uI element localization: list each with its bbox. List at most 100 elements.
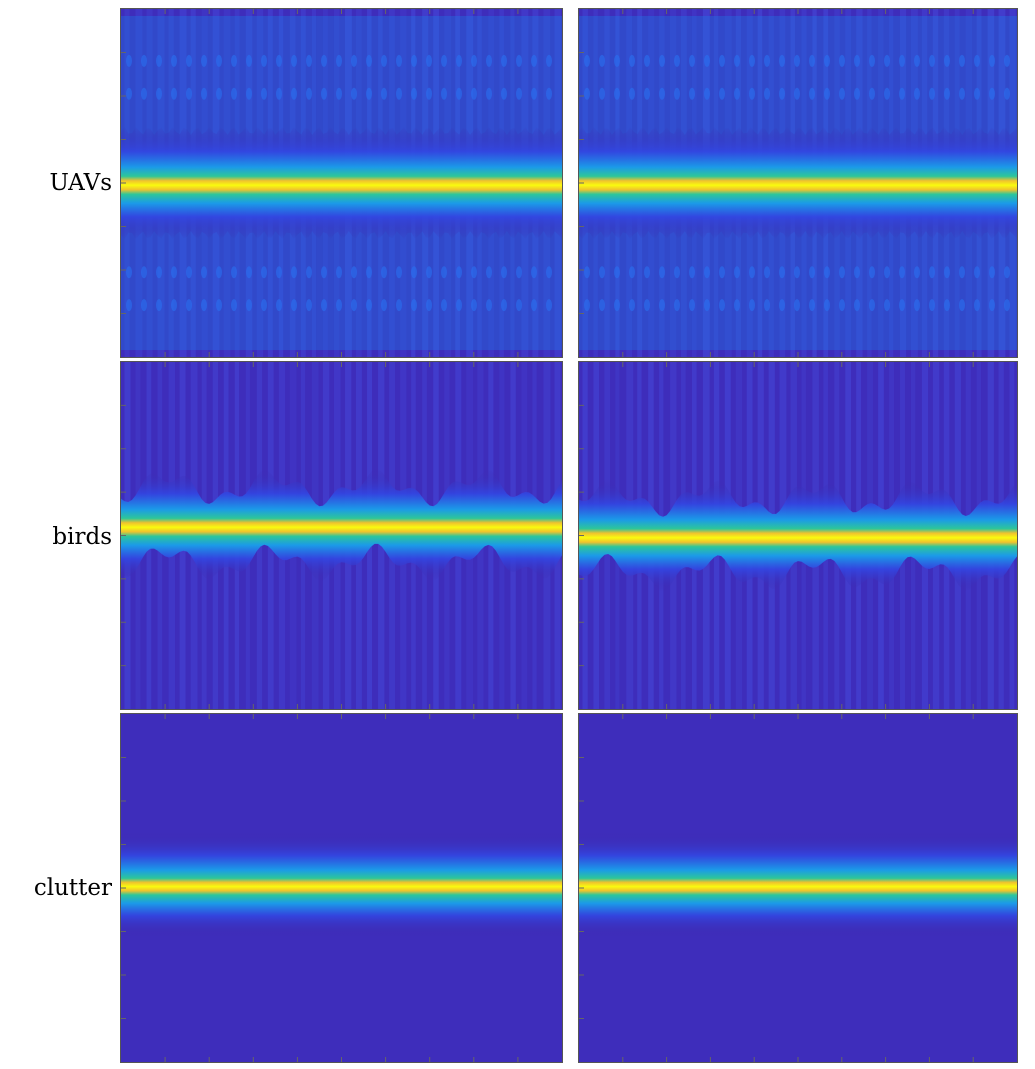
heatmap-sideband-dot: [1004, 299, 1010, 312]
heatmap-sideband-dot: [854, 54, 860, 67]
heatmap-sideband-dot: [351, 87, 357, 100]
heatmap-sideband-dot: [456, 87, 462, 100]
heatmap-sideband-dot: [959, 266, 965, 279]
heatmap-sideband-dot: [644, 87, 650, 100]
heatmap-sideband-dot: [599, 266, 605, 279]
heatmap-sideband-dot: [869, 54, 875, 67]
heatmap-sideband-dot: [321, 299, 327, 312]
heatmap-sideband-dot: [171, 87, 177, 100]
heatmap-sideband-dot: [156, 54, 162, 67]
heatmap-sideband-dot: [974, 87, 980, 100]
heatmap-sideband-dot: [171, 299, 177, 312]
heatmap-sideband-dot: [186, 54, 192, 67]
heatmap-sideband-dot: [899, 87, 905, 100]
heatmap-sideband-dot: [381, 87, 387, 100]
heatmap-sideband-dot: [336, 87, 342, 100]
heatmap-sideband-dot: [291, 87, 297, 100]
heatmap-sideband-dot: [719, 87, 725, 100]
heatmap-sideband-dot: [929, 266, 935, 279]
spectrogram-birds-2: [578, 361, 1018, 710]
heatmap-sideband-dot: [201, 87, 207, 100]
heatmap-sideband-dot: [659, 87, 665, 100]
heatmap-sideband-dot: [291, 266, 297, 279]
heatmap-sideband-dot: [171, 54, 177, 67]
heatmap-sideband-dot: [546, 87, 552, 100]
heatmap-sideband-dot: [929, 299, 935, 312]
heatmap-sideband-dot: [794, 54, 800, 67]
heatmap-sideband-dot: [351, 266, 357, 279]
heatmap-sideband-dot: [629, 266, 635, 279]
heatmap-sideband-dot: [501, 87, 507, 100]
heatmap-sideband-dot: [734, 299, 740, 312]
heatmap-sideband-dot: [989, 266, 995, 279]
heatmap-sideband-dot: [689, 266, 695, 279]
heatmap-sideband-dot: [584, 266, 590, 279]
heatmap-sideband-dot: [471, 299, 477, 312]
heatmap-sideband-dot: [899, 299, 905, 312]
heatmap-sideband-dot: [141, 54, 147, 67]
heatmap-sideband-dot: [629, 54, 635, 67]
heatmap-sideband-dot: [186, 299, 192, 312]
heatmap-sideband-dot: [749, 266, 755, 279]
heatmap-sideband-dot: [1004, 87, 1010, 100]
heatmap-sideband-dot: [486, 266, 492, 279]
heatmap-sideband-dot: [704, 87, 710, 100]
heatmap-sideband-dot: [471, 266, 477, 279]
heatmap-sideband-dot: [291, 54, 297, 67]
heatmap-sideband-dot: [231, 87, 237, 100]
heatmap-sideband-dot: [276, 54, 282, 67]
heatmap-sideband-dot: [321, 266, 327, 279]
heatmap-sideband-dot: [321, 87, 327, 100]
heatmap-sideband-dot: [216, 266, 222, 279]
heatmap-sideband-dot: [351, 299, 357, 312]
heatmap-sideband-dot: [336, 299, 342, 312]
heatmap-sideband-dot: [396, 87, 402, 100]
heatmap-sideband-dot: [381, 266, 387, 279]
heatmap-sideband-dot: [276, 266, 282, 279]
heatmap-sideband-dot: [516, 266, 522, 279]
heatmap-sideband-dot: [914, 299, 920, 312]
heatmap-sideband-dot: [201, 54, 207, 67]
heatmap-sideband-dot: [426, 266, 432, 279]
heatmap-sideband-dot: [704, 266, 710, 279]
heatmap-sideband-dot: [929, 54, 935, 67]
heatmap-sideband-dot: [824, 266, 830, 279]
heatmap-sideband-dot: [794, 266, 800, 279]
heatmap-sideband-dot: [629, 299, 635, 312]
row-label-clutter: clutter: [33, 875, 112, 901]
heatmap-sideband-dot: [156, 266, 162, 279]
heatmap-sideband-dot: [261, 299, 267, 312]
heatmap-sideband-dot: [959, 54, 965, 67]
heatmap-sideband-dot: [201, 266, 207, 279]
heatmap-sideband-dot: [366, 54, 372, 67]
spectrogram-birds-1: [120, 361, 563, 710]
heatmap-sideband-dot: [1004, 54, 1010, 67]
heatmap-sideband-dot: [306, 87, 312, 100]
heatmap-sideband-dot: [261, 266, 267, 279]
heatmap-sideband-dot: [501, 299, 507, 312]
heatmap-sideband-dot: [584, 299, 590, 312]
heatmap-sideband-dot: [614, 87, 620, 100]
heatmap-sideband-dot: [291, 299, 297, 312]
heatmap-sideband-dot: [614, 54, 620, 67]
heatmap-sideband-dot: [794, 299, 800, 312]
heatmap-signal-band: [579, 126, 1017, 240]
heatmap-sideband-dot: [531, 87, 537, 100]
heatmap-sideband-dot: [659, 54, 665, 67]
heatmap-sideband-dot: [546, 54, 552, 67]
heatmap-sideband-dot: [899, 54, 905, 67]
heatmap-sideband-dot: [156, 299, 162, 312]
heatmap-sideband-dot: [764, 54, 770, 67]
heatmap-sideband-dot: [501, 54, 507, 67]
heatmap-sideband-dot: [216, 299, 222, 312]
heatmap-sideband-dot: [674, 299, 680, 312]
heatmap-sideband-dot: [306, 266, 312, 279]
heatmap-sideband-dot: [396, 54, 402, 67]
heatmap-sideband-dot: [839, 87, 845, 100]
spectrogram-clutter-1: [120, 713, 563, 1063]
heatmap-sideband-dot: [929, 87, 935, 100]
heatmap-sideband-dot: [884, 54, 890, 67]
heatmap-sideband-dot: [336, 266, 342, 279]
heatmap-sideband-dot: [1004, 266, 1010, 279]
heatmap-sideband-dot: [321, 54, 327, 67]
